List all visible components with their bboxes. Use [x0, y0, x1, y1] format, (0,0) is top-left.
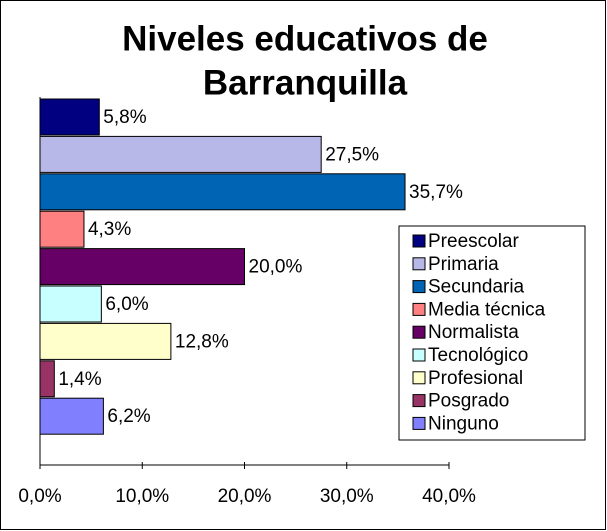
chart-title: Niveles educativos de [122, 19, 488, 58]
legend-label: Tecnológico [428, 345, 528, 366]
bar [39, 360, 55, 398]
data-label: 20,0% [249, 257, 303, 278]
bar [39, 98, 100, 136]
legend-label: Primaria [428, 254, 499, 275]
bar [39, 173, 406, 211]
x-tick-label: 30,0% [320, 486, 374, 507]
chart-title: Barranquilla [203, 63, 408, 102]
data-label: 35,7% [409, 182, 463, 203]
data-label: 12,8% [175, 331, 229, 352]
data-label: 6,2% [107, 406, 150, 427]
legend-label: Ninguno [428, 413, 499, 434]
legend-label: Profesional [428, 368, 523, 389]
legend-label: Posgrado [428, 391, 509, 412]
x-tick-label: 20,0% [218, 486, 272, 507]
legend-swatch [412, 416, 426, 430]
data-label: 5,8% [103, 107, 146, 128]
data-label: 1,4% [58, 369, 101, 390]
legend-swatch [412, 234, 426, 248]
legend-label: Preescolar [428, 231, 519, 252]
legend-swatch [412, 257, 426, 271]
data-label: 27,5% [325, 144, 379, 165]
legend-swatch [412, 325, 426, 339]
bar [39, 248, 245, 286]
bar [39, 135, 322, 173]
legend-swatch [412, 302, 426, 316]
bar [39, 397, 104, 435]
legend-box [398, 225, 586, 441]
legend-swatch [412, 371, 426, 385]
bar [39, 322, 172, 360]
legend-label: Media técnica [428, 299, 546, 320]
data-label: 4,3% [88, 219, 131, 240]
legend-swatch [412, 348, 426, 362]
bar [39, 285, 102, 323]
x-tick-label: 40,0% [422, 486, 476, 507]
x-tick-label: 10,0% [115, 486, 169, 507]
legend-swatch [412, 394, 426, 408]
data-label: 6,0% [105, 294, 148, 315]
legend-label: Secundaria [428, 277, 525, 298]
legend-label: Normalista [428, 322, 519, 343]
bar [39, 210, 85, 248]
x-tick-label: 0,0% [18, 486, 61, 507]
legend-swatch [412, 280, 426, 294]
